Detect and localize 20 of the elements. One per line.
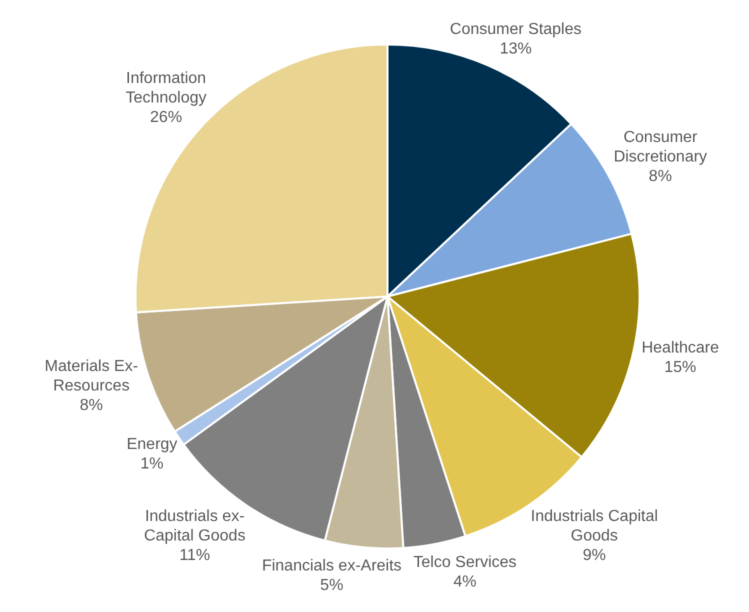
data-label: 8%	[80, 397, 103, 414]
slice-label: Information Technology	[126, 70, 207, 107]
slice-label: Financials ex-Areits	[262, 557, 402, 574]
slice-label: Consumer Staples	[450, 20, 582, 38]
slice-label: Industrials ex-Capital Goods	[144, 508, 246, 545]
data-label: 4%	[453, 573, 477, 590]
slice-label: Telco Services	[413, 554, 517, 571]
data-label: 8%	[648, 168, 672, 185]
data-label: 5%	[320, 577, 344, 594]
slice-label: Consumer Discretionary	[614, 128, 708, 166]
slice-label: Healthcare	[642, 339, 720, 356]
data-label: 13%	[500, 40, 532, 58]
data-label: 9%	[582, 547, 606, 564]
data-label: 26%	[150, 109, 182, 126]
data-label: 1%	[140, 455, 164, 472]
data-label: 15%	[664, 358, 696, 376]
slice-label: Materials Ex-Resources	[44, 358, 138, 395]
slice-label: Energy	[126, 436, 178, 453]
slice-label: Industrials Capital Goods	[530, 508, 658, 545]
data-label: 11%	[179, 547, 210, 564]
